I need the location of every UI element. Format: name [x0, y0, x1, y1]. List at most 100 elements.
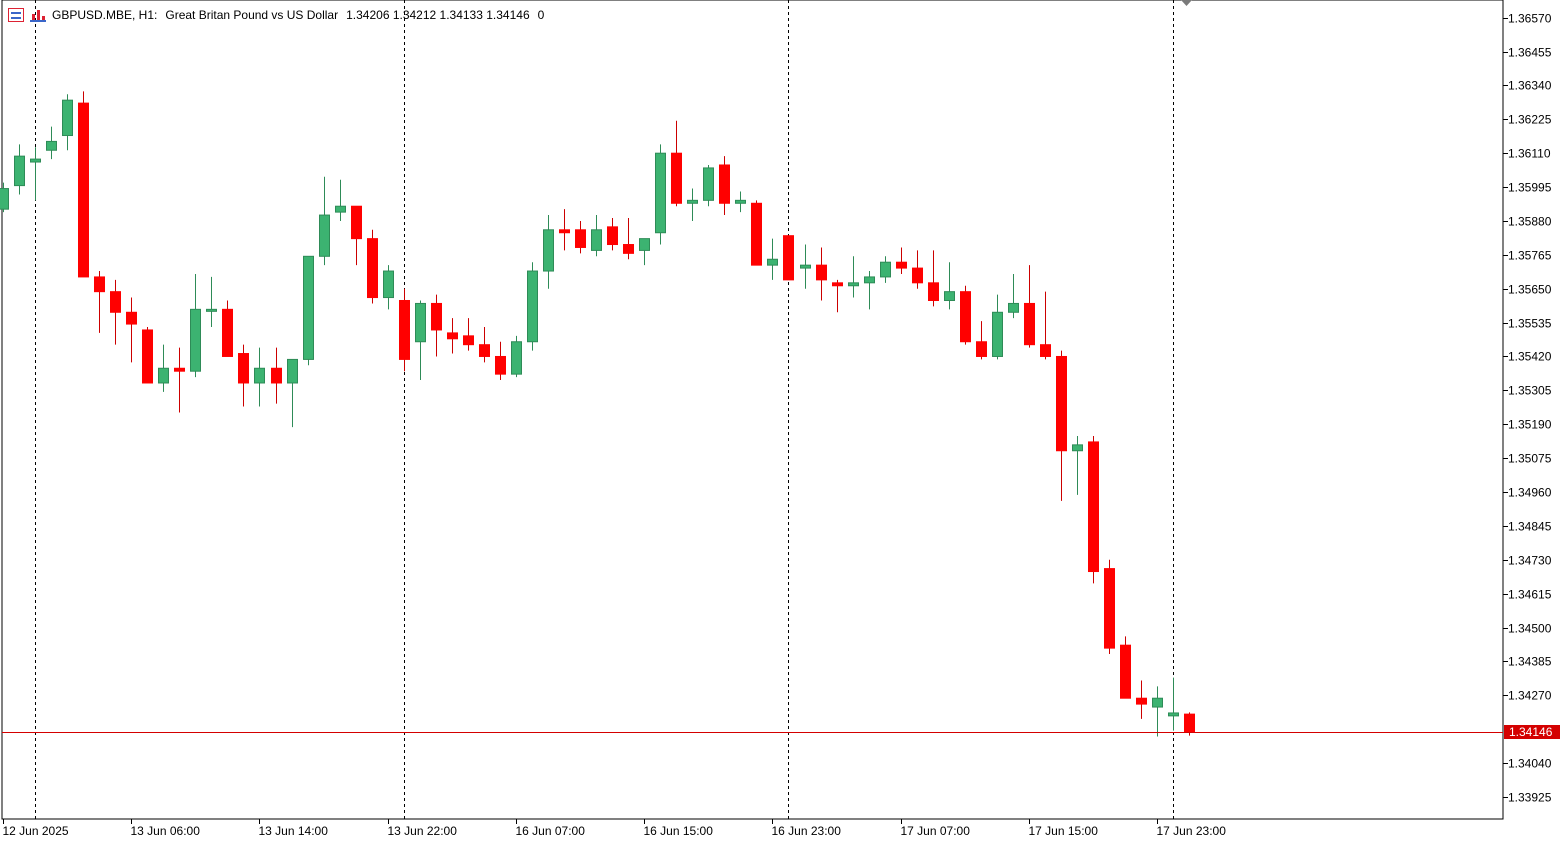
- candle-18: [287, 358, 298, 428]
- candle-42: [671, 120, 682, 207]
- price-label-7: 1.35765: [1508, 249, 1552, 263]
- candle-36: [575, 220, 586, 254]
- candle-body: [94, 276, 105, 293]
- header-extra: 0: [537, 8, 545, 22]
- candle-69: [1104, 559, 1115, 655]
- candle-body: [703, 167, 714, 201]
- candle-body: [687, 199, 698, 204]
- candle-body: [351, 205, 362, 240]
- price-label-17: 1.34615: [1508, 588, 1552, 602]
- time-label-3: 13 Jun 22:00: [388, 824, 458, 838]
- candle-47: [751, 200, 762, 266]
- time-label-2: 13 Jun 14:00: [259, 824, 329, 838]
- candle-29: [463, 318, 474, 351]
- candle-body: [543, 229, 554, 272]
- quotes-list-icon[interactable]: [8, 8, 24, 22]
- price-label-22: 1.33925: [1508, 791, 1552, 805]
- plot-area[interactable]: [1, 0, 1504, 820]
- candle-58: [928, 250, 939, 307]
- candle-52: [832, 279, 843, 313]
- candle-body: [254, 367, 265, 384]
- candle-body: [415, 302, 426, 343]
- candle-41: [655, 144, 666, 245]
- price-label-5: 1.35995: [1508, 181, 1552, 195]
- candle-72: [1152, 686, 1163, 737]
- candle-body: [62, 99, 73, 137]
- candle-26: [415, 300, 426, 381]
- candle-body: [607, 226, 618, 246]
- candle-body: [944, 291, 955, 301]
- candle-body: [431, 302, 442, 331]
- candle-body: [335, 205, 346, 213]
- candle-0: [0, 182, 9, 213]
- time-axis: 12 Jun 2025 13 Jun 06:00 13 Jun 14:00 13 Ju…: [3, 819, 1227, 838]
- candle-body: [1136, 697, 1147, 705]
- price-axis: 1.36570 1.36455 1.36340 1.36225 1.36110 1.359…: [1503, 12, 1560, 805]
- candle-10: [158, 344, 169, 392]
- candle-body: [287, 358, 298, 384]
- candle-3: [46, 126, 57, 160]
- price-label-20: 1.34270: [1508, 689, 1552, 703]
- price-label-3: 1.36225: [1508, 113, 1552, 127]
- candle-2: [30, 147, 41, 201]
- price-label-9: 1.35535: [1508, 317, 1552, 331]
- candle-11: [174, 347, 185, 413]
- candle-46: [735, 191, 746, 213]
- candle-body: [399, 299, 410, 360]
- candle-body: [719, 164, 730, 204]
- time-label-9: 17 Jun 23:00: [1157, 824, 1227, 838]
- candle-57: [912, 250, 923, 289]
- price-label-1: 1.36455: [1508, 46, 1552, 60]
- candle-63: [1008, 273, 1019, 319]
- candle-body: [511, 341, 522, 375]
- candle-body: [559, 229, 570, 234]
- price-label-19: 1.34385: [1508, 655, 1552, 669]
- candle-body: [896, 261, 907, 269]
- candle-64: [1024, 265, 1035, 348]
- candle-39: [623, 218, 634, 260]
- candle-51: [816, 247, 827, 301]
- candle-body: [1088, 441, 1099, 573]
- symbol-label: GBPUSD.MBE, H1:: [52, 8, 158, 22]
- price-label-13: 1.35075: [1508, 452, 1552, 466]
- scroll-marker-icon[interactable]: [1181, 0, 1192, 6]
- candle-67: [1072, 436, 1083, 495]
- candle-body: [383, 270, 394, 299]
- candle-12: [190, 273, 201, 378]
- candle-body: [623, 244, 634, 254]
- time-label-5: 16 Jun 15:00: [644, 824, 714, 838]
- candle-body: [783, 235, 794, 281]
- candle-body: [142, 329, 153, 384]
- candle-body: [976, 341, 987, 357]
- candle-body: [238, 353, 249, 384]
- candle-71: [1136, 680, 1147, 719]
- candle-54: [864, 271, 875, 310]
- candle-23: [367, 229, 378, 304]
- ohlc-values: 1.34206 1.34212 1.34133 1.34146: [346, 8, 530, 22]
- candle-30: [479, 327, 490, 363]
- chart-settings-icon[interactable]: [30, 8, 46, 22]
- time-label-4: 16 Jun 07:00: [516, 824, 586, 838]
- candle-28: [447, 318, 458, 354]
- candle-body: [751, 202, 762, 266]
- candle-body: [1104, 568, 1115, 649]
- candle-34: [543, 215, 554, 289]
- candle-66: [1056, 350, 1067, 501]
- candle-13: [206, 276, 217, 328]
- candle-body: [222, 308, 233, 357]
- price-label-8: 1.35650: [1508, 283, 1552, 297]
- candle-22: [351, 205, 362, 266]
- candle-73: [1168, 677, 1179, 731]
- price-label-14: 1.34960: [1508, 486, 1552, 500]
- chart-header: GBPUSD.MBE, H1: Great Britan Pound vs US…: [8, 6, 552, 24]
- candle-body: [912, 267, 923, 284]
- price-label-18: 1.34500: [1508, 622, 1552, 636]
- candle-body: [1120, 644, 1131, 699]
- candle-body: [1008, 302, 1019, 313]
- candle-body: [864, 276, 875, 284]
- candle-74: [1184, 712, 1195, 736]
- candle-body: [1024, 302, 1035, 346]
- candle-body: [78, 102, 89, 278]
